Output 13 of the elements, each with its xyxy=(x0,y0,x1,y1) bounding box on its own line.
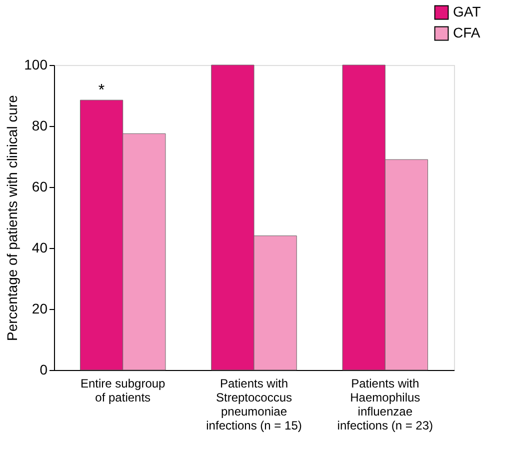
y-tick-label: 0 xyxy=(40,362,48,378)
y-tick-label: 40 xyxy=(32,240,48,256)
x-tick-label: Patients with Haemophilus influenzae infections (n = 23) xyxy=(337,376,434,432)
annotation: * xyxy=(98,82,105,100)
x-tick-label: Patients with Streptococcus pneumoniae infections (n = 15) xyxy=(206,376,302,432)
x-tick-label: Entire subgroup of patients xyxy=(80,376,166,404)
y-tick-label: 60 xyxy=(32,178,48,194)
legend-label: CFA xyxy=(453,24,481,40)
legend-label: GAT xyxy=(453,4,482,20)
y-axis-title: Percentage of patients with clinical cure xyxy=(4,94,20,341)
y-tick-label: 20 xyxy=(32,300,48,316)
y-tick-label: 80 xyxy=(32,118,48,134)
y-tick-label: 100 xyxy=(24,56,48,72)
